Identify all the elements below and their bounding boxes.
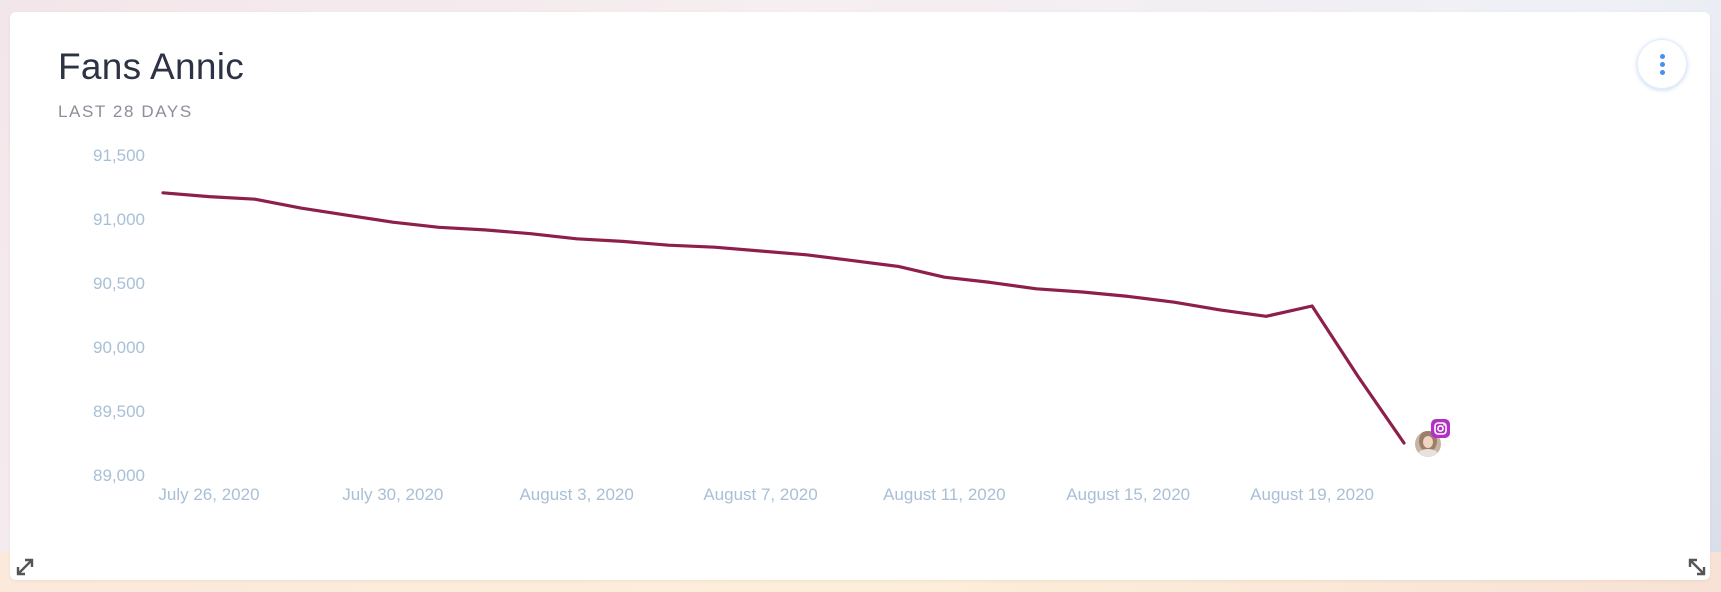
- y-tick-label: 91,000: [93, 210, 145, 229]
- y-axis-ticks: 91,500 91,000 90,500 90,000 89,500 89,000: [93, 146, 145, 485]
- x-tick-label: August 7, 2020: [703, 485, 817, 504]
- more-options-button[interactable]: [1637, 39, 1687, 89]
- expand-diagonal-icon[interactable]: [14, 556, 36, 578]
- instagram-icon: [1431, 419, 1450, 438]
- card-subtitle: LAST 28 DAYS: [58, 102, 193, 121]
- x-tick-label: July 26, 2020: [158, 485, 259, 504]
- card-title: Fans Annic: [58, 46, 245, 87]
- series-line: [161, 191, 1406, 445]
- x-tick-label: August 3, 2020: [519, 485, 633, 504]
- x-tick-label: August 11, 2020: [883, 485, 1006, 504]
- y-tick-label: 89,500: [93, 402, 145, 421]
- y-tick-label: 90,000: [93, 338, 145, 357]
- x-tick-label: July 30, 2020: [342, 485, 443, 504]
- line-chart: 91,500 91,000 90,500 90,000 89,500 89,000 Jul…: [93, 146, 1450, 504]
- end-marker[interactable]: [1415, 419, 1450, 463]
- resize-diagonal-icon[interactable]: [1686, 556, 1708, 578]
- y-tick-label: 90,500: [93, 274, 145, 293]
- chart-card: Fans Annic LAST 28 DAYS 91,500 91,000 90,5…: [10, 12, 1710, 580]
- y-tick-label: 91,500: [93, 146, 145, 165]
- y-tick-label: 89,000: [93, 466, 145, 485]
- x-tick-label: August 15, 2020: [1066, 485, 1190, 504]
- x-tick-label: August 19, 2020: [1250, 485, 1374, 504]
- x-axis-ticks: July 26, 2020 July 30, 2020 August 3, 2020…: [158, 485, 1374, 504]
